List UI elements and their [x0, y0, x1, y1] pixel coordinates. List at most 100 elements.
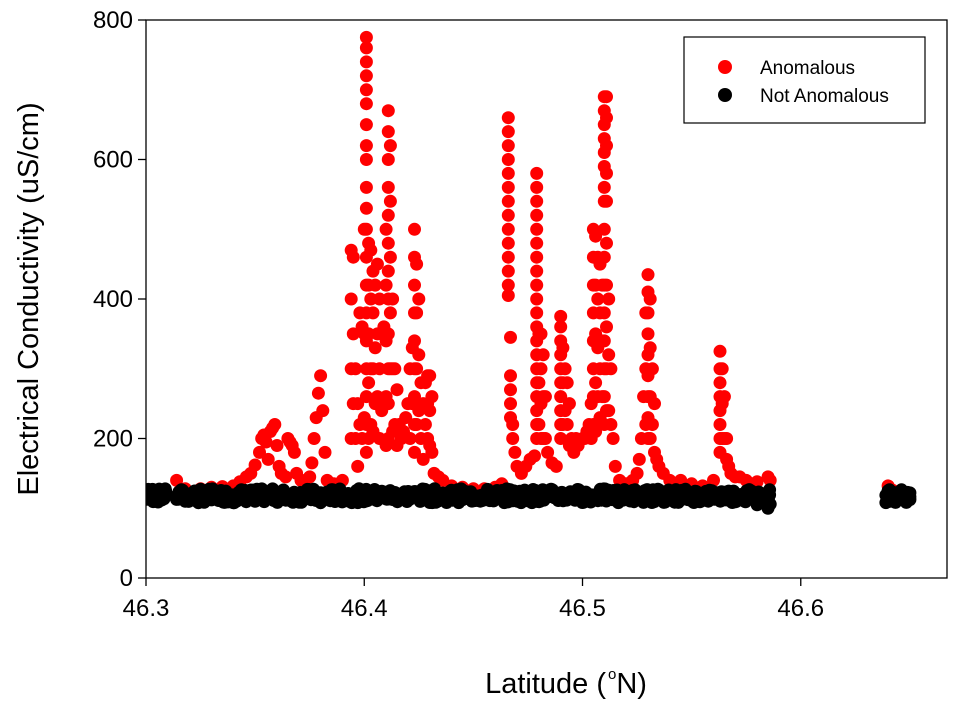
anomalous-point: [541, 445, 555, 459]
anomalous-point: [383, 306, 397, 320]
not-anomalous-point: [881, 484, 895, 498]
anomalous-point: [530, 292, 544, 306]
anomalous-point: [632, 452, 646, 466]
anomalous-point: [381, 153, 395, 166]
anomalous-point: [381, 104, 395, 118]
not-anomalous-point: [641, 493, 655, 507]
x-axis: 46.3 46.4 46.5 46.6: [123, 578, 824, 622]
anomalous-point: [501, 264, 515, 278]
anomalous-point: [359, 83, 373, 97]
anomalous-point: [410, 257, 424, 271]
anomalous-point: [501, 194, 515, 208]
anomalous-point: [530, 278, 544, 292]
anomalous-point: [268, 418, 282, 431]
anomalous-point: [600, 111, 613, 125]
anomalous-point: [412, 348, 426, 362]
anomalous-point: [556, 341, 570, 355]
anomalous-point: [362, 376, 376, 390]
anomalous-point: [589, 376, 603, 390]
anomalous-point: [597, 180, 611, 194]
anomalous-point: [558, 362, 572, 376]
anomalous-point: [399, 411, 413, 425]
anomalous-point: [600, 236, 613, 250]
anomalous-point: [506, 432, 520, 445]
anomalous-point: [423, 369, 437, 383]
anomalous-point: [641, 306, 655, 320]
anomalous-point: [600, 194, 613, 208]
anomalous-point: [534, 362, 548, 376]
anomalous-point: [425, 390, 439, 404]
not-anomalous-point: [892, 486, 906, 500]
anomalous-point: [608, 459, 622, 473]
legend-box: [683, 36, 926, 124]
anomalous-point: [287, 445, 301, 459]
not-anomalous-point: [576, 492, 589, 506]
anomalous-point: [554, 320, 568, 334]
anomalous-point: [501, 180, 515, 194]
anomalous-point: [388, 362, 402, 376]
x-axis-title-main: Latitude (: [485, 668, 606, 700]
y-tick-label: 400: [93, 286, 133, 313]
anomalous-point: [504, 383, 517, 397]
x-tick-label: 46.3: [123, 595, 170, 622]
y-tick-label: 600: [93, 147, 133, 174]
x-axis-title-unit: N): [616, 668, 647, 700]
anomalous-point: [530, 180, 544, 194]
anomalous-point: [359, 139, 373, 153]
anomalous-point: [259, 435, 273, 449]
anomalous-point: [549, 459, 563, 473]
anomalous-point: [630, 466, 644, 480]
anomalous-point: [600, 166, 613, 180]
anomalous-point: [408, 222, 421, 236]
anomalous-point: [530, 236, 544, 250]
anomalous-point: [530, 194, 544, 208]
anomalous-point: [359, 30, 373, 44]
y-axis-title: Electrical Conductivity (uS/cm): [13, 102, 45, 495]
anomalous-point: [410, 362, 424, 376]
anomalous-point: [538, 390, 552, 404]
not-anomalous-point: [401, 489, 415, 503]
anomalous-point: [379, 278, 393, 292]
anomalous-point: [501, 222, 515, 236]
y-tick-label: 0: [120, 565, 133, 592]
anomalous-point: [501, 289, 515, 302]
anomalous-point: [643, 341, 657, 355]
anomalous-point: [641, 268, 655, 282]
not-anomalous-point: [191, 496, 205, 510]
not-anomalous-point: [510, 492, 524, 505]
legend-label-anomalous: Anomalous: [760, 58, 855, 79]
anomalous-point: [645, 418, 659, 431]
anomalous-point: [359, 390, 373, 404]
anomalous-point: [648, 397, 661, 411]
anomalous-point: [501, 111, 515, 125]
anomalous-point: [270, 439, 284, 452]
legend-label-not-anomalous: Not Anomalous: [760, 86, 889, 107]
anomalous-point: [501, 236, 515, 250]
anomalous-point: [508, 445, 522, 459]
anomalous-point: [597, 334, 611, 348]
anomalous-point: [318, 445, 332, 459]
anomalous-point: [501, 153, 515, 166]
anomalous-point: [416, 452, 430, 466]
anomalous-point: [532, 376, 546, 390]
anomalous-point: [351, 397, 365, 411]
not-anomalous-point: [248, 494, 262, 508]
anomalous-point: [381, 264, 395, 278]
anomalous-point: [707, 473, 720, 487]
anomalous-point: [643, 292, 657, 306]
anomalous-point: [261, 452, 275, 466]
x-tick-label: 46.6: [777, 595, 824, 622]
anomalous-point: [359, 153, 373, 166]
anomalous-point: [359, 118, 373, 132]
anomalous-point: [381, 236, 395, 250]
anomalous-point: [346, 327, 360, 341]
not-anomalous-point: [750, 498, 764, 512]
not-anomalous-point: [270, 493, 284, 507]
y-tick-label: 200: [93, 426, 133, 453]
not-anomalous-point: [292, 491, 306, 505]
anomalous-point: [423, 404, 437, 418]
anomalous-point: [359, 445, 373, 459]
legend: Anomalous Not Anomalous: [683, 36, 926, 124]
anomalous-point: [560, 418, 574, 431]
